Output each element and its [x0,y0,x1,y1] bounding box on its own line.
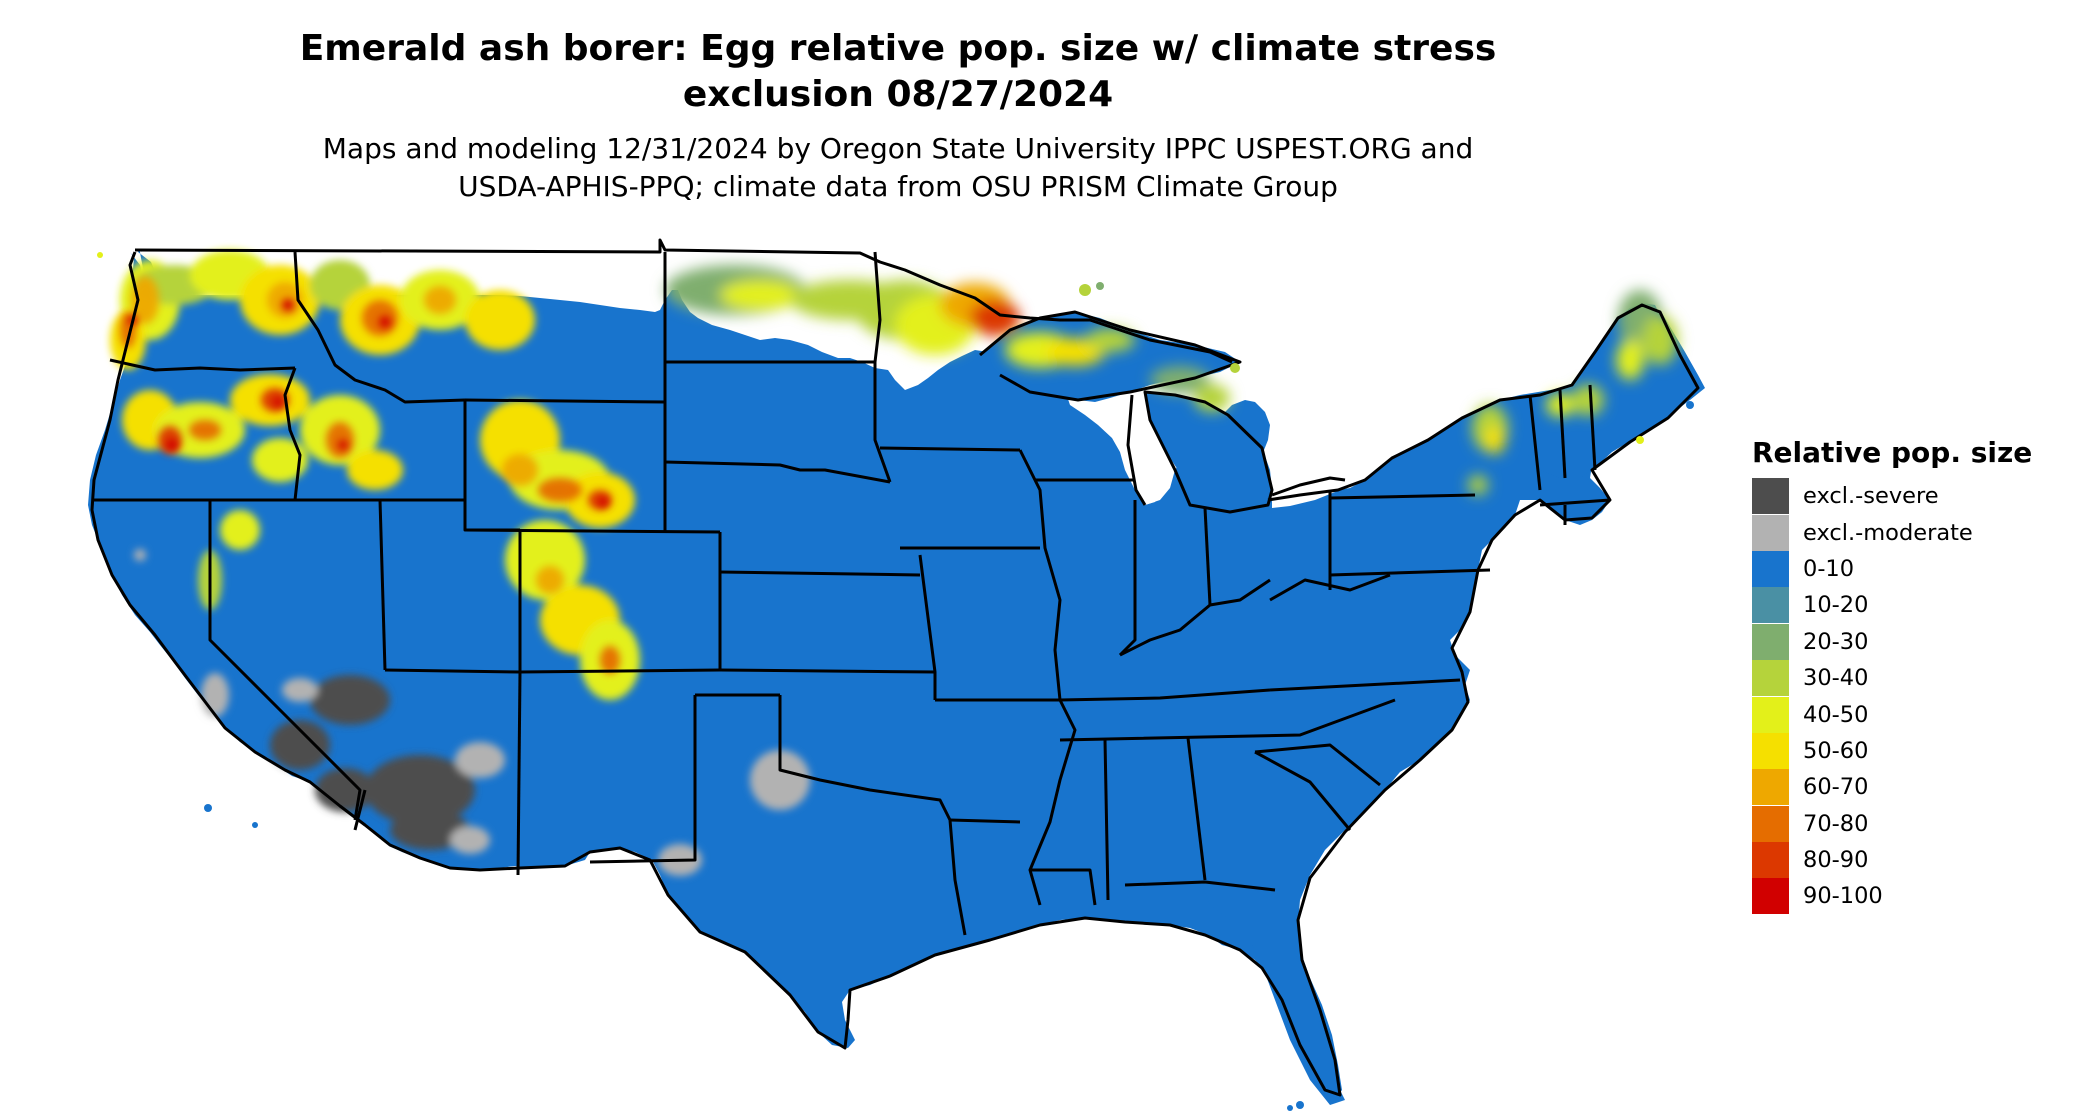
legend-swatch [1752,550,1789,587]
border-co-nm [519,668,721,674]
border-nc-sc [1254,743,1381,787]
border-sd-ne [664,460,891,484]
michigan-upper-outline [979,310,1242,402]
border-or-id [283,367,302,501]
border-wy-ut [463,500,520,532]
legend-label: 90-100 [1803,883,1883,910]
border-tn-south [1059,698,1396,742]
legend-label: 60-70 [1803,774,1869,801]
legend-label: 80-90 [1803,847,1869,874]
great-lakes-gap-michigan [1128,392,1175,505]
border-al-ga [1186,737,1207,881]
legend-title: Relative pop. size [1752,436,2033,469]
legend-item: 80-90 [1752,842,1973,879]
legend-item: 30-40 [1752,660,1973,697]
legend-swatch [1752,878,1789,915]
legend-item: excl.-severe [1752,478,1973,515]
legend-swatch [1752,769,1789,806]
florida-peninsula [1200,880,1345,1105]
legend-label: excl.-severe [1803,483,1939,510]
border-wv-va [1269,573,1391,602]
map-title-line-2: exclusion 08/27/2024 [682,74,1114,115]
map-title-line-1: Emerald ash borer: Egg relative pop. siz… [299,28,1497,69]
border-vt-nh [1558,389,1567,479]
border-ar-tx [948,819,967,936]
border-ks-mo [918,554,937,700]
western-hotspots [110,250,640,700]
map-subtitle: Maps and modeling 12/31/2024 by Oregon S… [0,130,1796,206]
border-ny-vt [1528,394,1542,491]
legend-label: 0-10 [1803,555,1855,582]
legend-swatch [1752,478,1789,515]
border-nm-tx [589,695,697,864]
legend-item: 50-60 [1752,732,1973,769]
legend-item: 10-20 [1752,587,1973,624]
border-ok-tx [778,695,952,821]
border-pa-ny [1329,493,1476,500]
border-oh-ky [1119,578,1271,657]
border-va-nc [1269,678,1461,692]
legend-item: 70-80 [1752,805,1973,842]
legend-swatch [1752,696,1789,733]
border-al-fl [1124,880,1276,892]
border-nv-ut [378,499,387,671]
border-az-nm [516,671,522,876]
border-ne-ks [719,570,921,577]
border-ks-ok [719,668,936,674]
border-mn-ia [879,446,1021,452]
border-il-in [1118,500,1137,657]
border-ky-tn [1059,688,1271,702]
legend-swatch [1752,842,1789,879]
legend-label: 50-60 [1803,737,1869,764]
border-ms-al [1103,739,1110,901]
border-id-mt [293,251,466,404]
legend-swatch [1752,732,1789,769]
state-boundaries [90,238,1700,1097]
legend: excl.-severe excl.-moderate 0-10 10-20 20-30… [1752,478,1973,915]
legend-item: 60-70 [1752,769,1973,806]
map-subtitle-line-2: USDA-APHIS-PPQ; climate data from OSU PR… [458,170,1338,203]
legend-item: 90-100 [1752,878,1973,915]
border-pa-south [1329,568,1491,577]
border-ga-sc [1254,750,1352,831]
legend-item: 0-10 [1752,550,1973,587]
border-ma-south [1539,498,1611,507]
border-mt-wy [464,398,666,404]
legend-label: 10-20 [1803,592,1869,619]
legend-label: excl.-moderate [1803,519,1973,546]
border-in-oh [1203,507,1212,606]
legend-item: excl.-moderate [1752,514,1973,551]
lake-michigan-shore [1126,394,1147,506]
legend-swatch [1752,623,1789,660]
legend-label: 70-80 [1803,810,1869,837]
legend-label: 40-50 [1803,701,1869,728]
exclusion-zones [134,549,810,876]
border-nv-ca [208,500,362,821]
michigan-lower-outline [1143,390,1274,514]
border-mn-west [873,251,892,483]
national-outline [90,238,1700,1097]
legend-swatch [1752,587,1789,624]
border-ar-la [949,818,1021,824]
map-subtitle-line-1: Maps and modeling 12/31/2024 by Oregon S… [322,132,1474,165]
us-map [88,238,1705,1111]
border-nh-me [1588,384,1597,471]
coastal-islands [97,252,1694,1111]
border-ut-az [384,668,521,674]
border-az-ca [353,789,367,831]
legend-label: 20-30 [1803,628,1869,655]
legend-item: 40-50 [1752,696,1973,733]
lake-erie-shore [1271,476,1346,497]
border-ms-la [1030,868,1097,906]
lower-michigan [1145,392,1272,512]
map-title: Emerald ash borer: Egg relative pop. siz… [0,26,1796,118]
legend-swatch [1752,660,1789,697]
legend-label: 30-40 [1803,665,1869,692]
legend-item: 20-30 [1752,623,1973,660]
legend-swatch [1752,514,1789,551]
legend-swatch [1752,805,1789,842]
border-wa-or [109,358,296,372]
